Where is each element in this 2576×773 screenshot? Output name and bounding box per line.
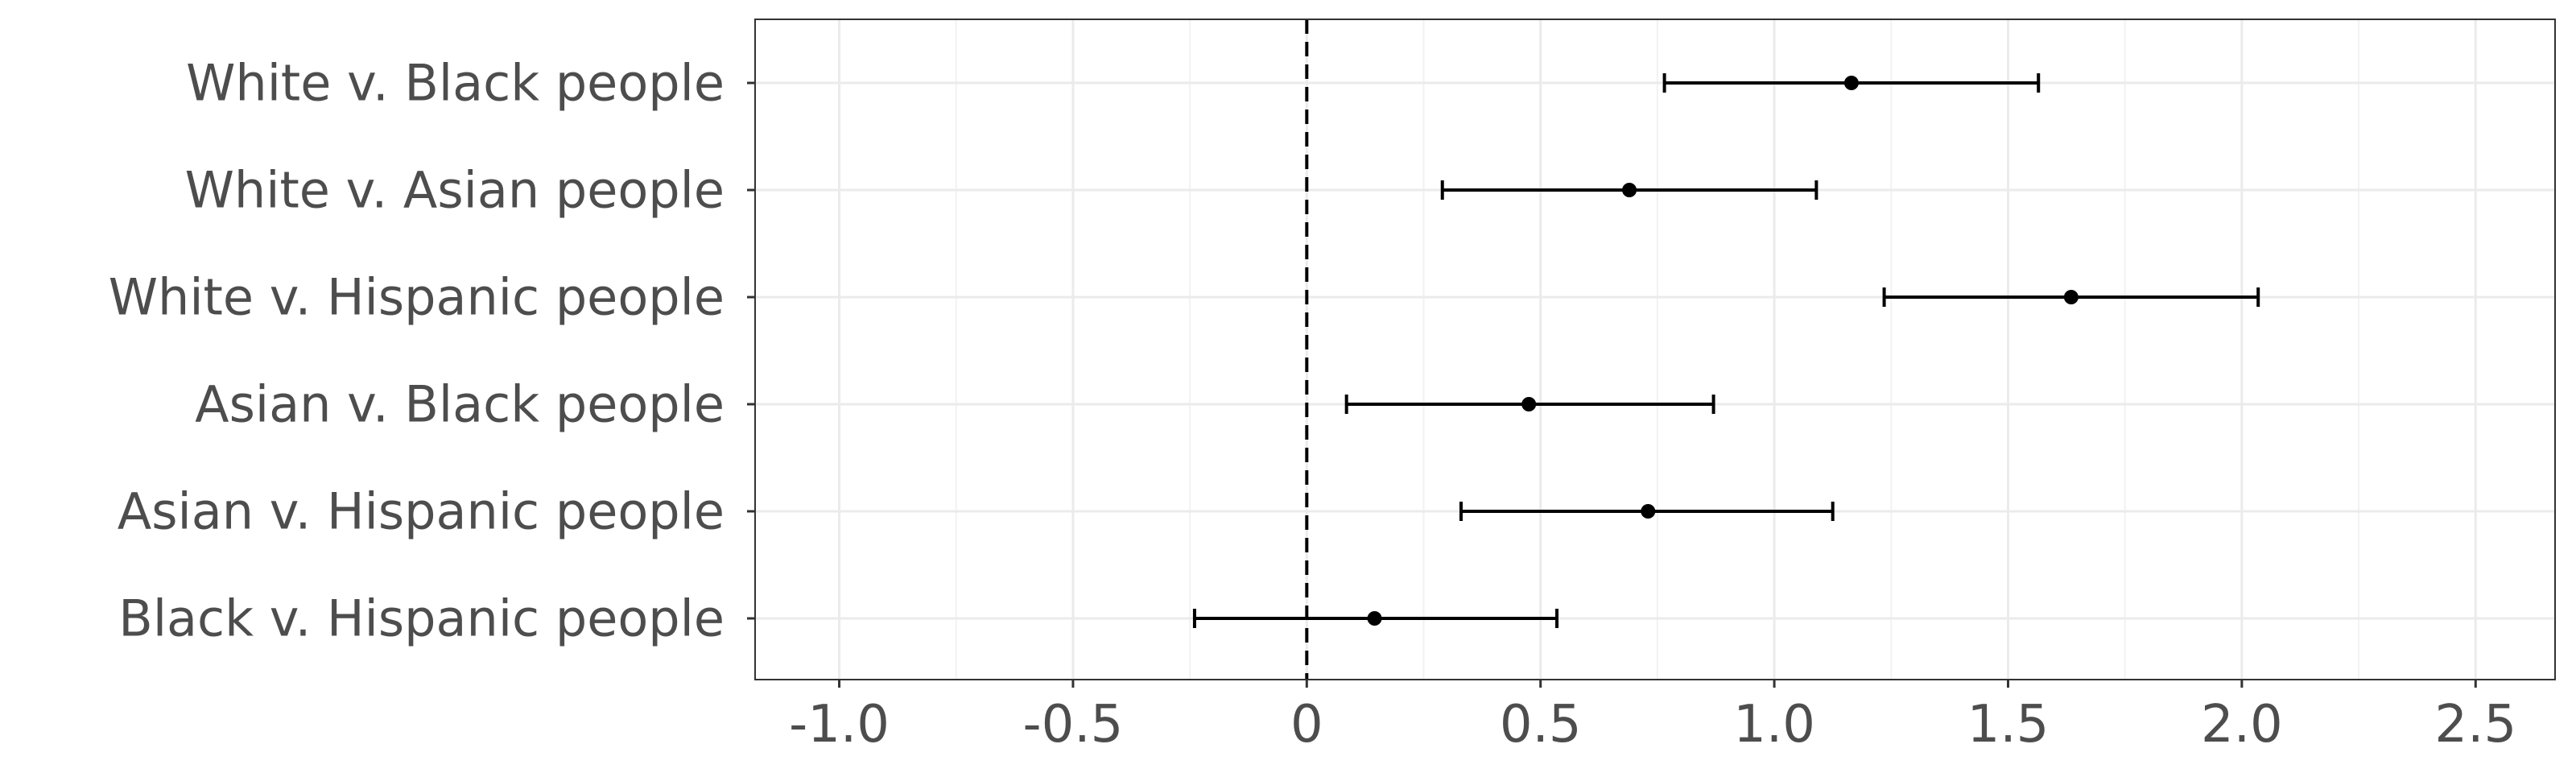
y-tick-label: White v. Hispanic people [109,268,724,327]
point-estimate [1843,76,1859,90]
x-axis: -1.0 -0.5 0 0.5 1.0 1.5 2.0 2.5 [789,680,2516,754]
x-tick-label: 1.5 [1967,695,2050,754]
y-tick-label: White v. Asian people [185,161,724,220]
x-tick-label: 2.5 [2434,695,2516,754]
y-tick-label: Asian v. Hispanic people [118,482,724,541]
x-tick-label: -1.0 [789,695,890,754]
x-tick-label: 1.0 [1733,695,1815,754]
y-tick-label: Black v. Hispanic people [118,589,724,648]
estimate-marks [1192,73,2260,628]
x-tick-label: 2.0 [2201,695,2283,754]
y-tick-label: White v. Black people [186,54,724,113]
point-estimate [1622,183,1637,197]
panel-border [754,19,2556,680]
x-tick-label: 0.5 [1500,695,1582,754]
x-tick-label: -0.5 [1022,695,1123,754]
y-tick-label: Asian v. Black people [195,375,724,434]
point-estimate [1641,504,1656,519]
point-estimate [1367,611,1382,626]
y-axis: White v. Black people White v. Asian peop… [109,54,755,648]
point-estimate [2063,290,2079,304]
x-tick-label: 0 [1290,695,1323,754]
point-estimate [1521,397,1537,411]
